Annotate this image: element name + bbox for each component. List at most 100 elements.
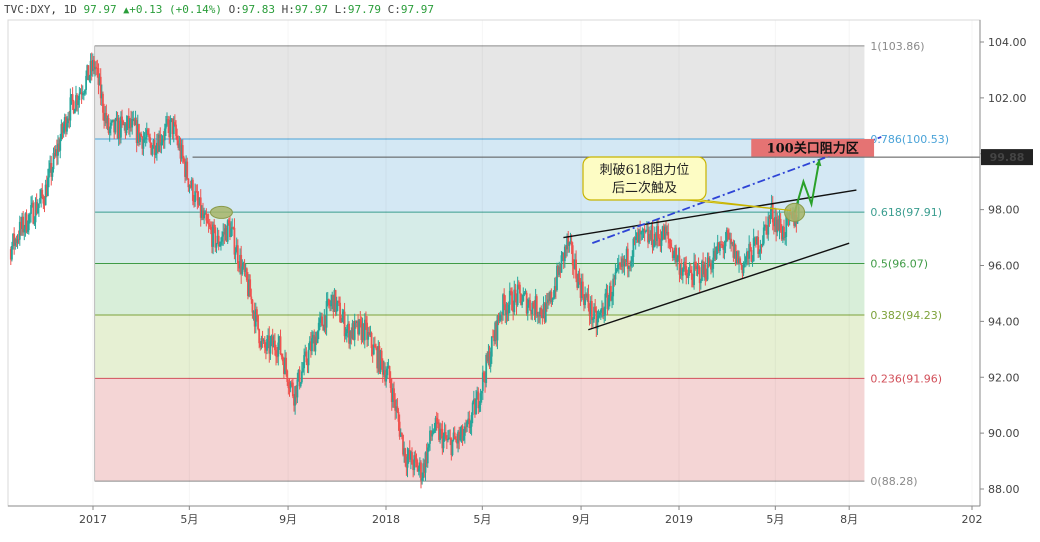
candle-body [27, 214, 30, 231]
candle-body [550, 291, 553, 302]
candle-body [125, 123, 128, 134]
candle-body [23, 228, 26, 233]
candle-body [51, 169, 54, 177]
candle-body [479, 393, 482, 405]
candle-body [309, 341, 312, 352]
candle-body [153, 140, 156, 156]
candle-body [334, 290, 337, 312]
candle-body [539, 308, 542, 317]
candle-body [311, 338, 313, 352]
candle-body [708, 262, 711, 267]
candle-body [289, 382, 292, 389]
candle-body [145, 129, 148, 138]
candle-body [689, 269, 692, 273]
candle-body [524, 292, 527, 294]
candle-body [15, 239, 18, 243]
candle-body [202, 210, 204, 219]
candle-body [765, 224, 767, 226]
candle-body [388, 366, 391, 379]
candle-body [188, 185, 191, 188]
candle-body [783, 226, 785, 238]
candle-body [102, 93, 104, 113]
candle-body [481, 372, 484, 391]
candle-body [178, 143, 181, 148]
candle-body [515, 294, 518, 305]
candle-body [353, 320, 356, 340]
candle-body [343, 311, 346, 337]
candle-body [71, 94, 74, 102]
candle-body [710, 262, 712, 270]
candle-body [386, 368, 389, 376]
candle-body [512, 310, 515, 313]
candle-body [766, 225, 769, 235]
candle-body [394, 399, 397, 411]
candle-body [276, 356, 279, 358]
candle-body [447, 438, 449, 441]
candle-body [638, 230, 640, 243]
candle-body [729, 238, 731, 240]
candle-body [54, 149, 57, 156]
candle-body [393, 388, 395, 400]
candle-body [725, 230, 728, 242]
candle-body [379, 350, 382, 372]
symbol-label[interactable]: TVC:DXY [4, 3, 51, 16]
candle-body [595, 310, 598, 329]
candle-body [774, 216, 776, 227]
candle-body [182, 157, 185, 162]
candle-body [421, 478, 424, 481]
candle-body [760, 245, 763, 247]
candle-body [82, 93, 85, 95]
candle-body [480, 390, 483, 394]
candle-body [423, 463, 426, 473]
candle-body [43, 203, 46, 206]
candle-body [705, 277, 708, 280]
candle-body [739, 258, 742, 264]
candle-body [534, 296, 537, 315]
candle-body [269, 341, 272, 354]
candle-body [675, 247, 678, 262]
candle-body [397, 412, 400, 422]
candle-body [749, 243, 752, 251]
candle-body [399, 432, 402, 437]
candle-body [499, 314, 502, 321]
candle-body [252, 311, 255, 313]
candle-body [340, 321, 343, 323]
candle-body [449, 437, 452, 439]
candle-body [572, 265, 575, 269]
candle-body [138, 124, 140, 142]
candle-body [406, 456, 409, 468]
candle-body [662, 226, 665, 240]
candle-body [304, 351, 307, 356]
axes[interactable]: 104.00102.00100.0098.0096.0094.0092.0090… [7, 19, 1033, 526]
candle-body [743, 262, 746, 264]
candle-body [614, 272, 617, 280]
candle-body [605, 292, 608, 294]
candle-body [597, 315, 600, 319]
candle-body [37, 203, 40, 208]
candle-body [430, 430, 433, 437]
y-tick-label: 92.00 [988, 371, 1020, 384]
candle-body [164, 123, 167, 129]
candle-body [177, 140, 180, 148]
candle-body [332, 295, 335, 312]
candle-body [347, 323, 349, 329]
candle-body [221, 236, 223, 242]
candle-body [365, 319, 367, 323]
candle-body [762, 227, 765, 244]
candle-body [306, 362, 309, 366]
interval-label[interactable]: 1D [63, 3, 77, 16]
candle-body [642, 228, 645, 231]
candle-body [616, 265, 619, 270]
candle-body [763, 224, 766, 228]
candle-body [171, 118, 174, 135]
candle-body [55, 149, 58, 156]
candle-body [523, 292, 526, 295]
candle-body [724, 241, 727, 247]
candle-body [118, 120, 121, 138]
fibonacci-retracement[interactable]: 1(103.86) 0.786(100.53) 0.618(97.91) 0.5(96… [94, 40, 949, 488]
y-tick-label: 102.00 [988, 92, 1027, 105]
candle-body [218, 244, 221, 247]
candle-body [649, 234, 652, 240]
